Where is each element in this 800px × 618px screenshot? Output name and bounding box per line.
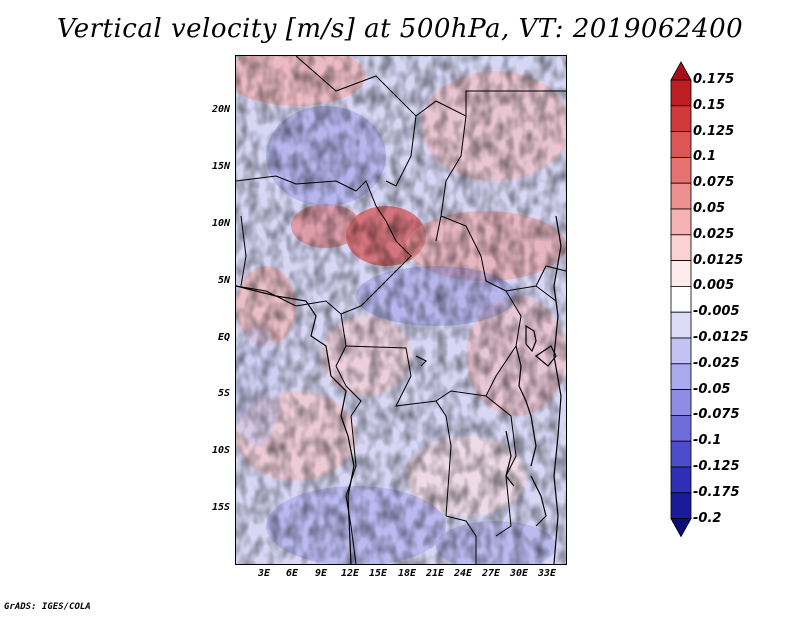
colorbar-segment — [670, 363, 692, 390]
lon-label: 30E — [509, 568, 529, 579]
colorbar-segment — [670, 234, 692, 262]
lat-label: 5S — [217, 388, 230, 399]
colorbar-tick-label: -0.125 — [693, 459, 740, 474]
colorbar-tick-label: 0.175 — [693, 72, 735, 87]
lon-label: 12E — [340, 568, 360, 579]
lon-label: 18E — [397, 568, 417, 579]
coastline — [236, 285, 355, 564]
coastline-east — [553, 215, 562, 564]
lat-label: 5N — [217, 275, 230, 286]
colorbar-top-arrow — [670, 61, 692, 81]
colorbar-segment — [670, 157, 692, 184]
colorbar-tick-label: 0.05 — [693, 201, 726, 216]
colorbar-tick-label: 0.1 — [693, 149, 717, 165]
colorbar-tick-label: -0.2 — [693, 510, 722, 526]
colorbar-tick-label: -0.025 — [693, 355, 740, 371]
colorbar-segment — [670, 105, 692, 132]
lat-label: 10N — [211, 218, 230, 229]
colorbar-segment — [670, 466, 692, 494]
colorbar-tick-label: 0.125 — [693, 123, 735, 139]
lon-label: 24E — [453, 568, 473, 579]
colorbar-tick-label: 0.005 — [693, 278, 735, 294]
colorbar-segment — [670, 182, 692, 210]
lon-label: 33E — [537, 568, 557, 579]
colorbar-tick-label: 0.025 — [693, 226, 735, 242]
colorbar-tick-label: -0.005 — [693, 304, 740, 320]
lat-label: 20N — [211, 104, 230, 115]
lon-label: 15E — [368, 568, 388, 579]
colorbar-tick-label: -0.0125 — [693, 330, 749, 345]
colorbar-segment — [670, 414, 692, 442]
colorbar-segment — [670, 285, 692, 313]
colorbar-tick-label: -0.05 — [693, 381, 731, 397]
lon-label: 9E — [314, 568, 328, 579]
lon-label: 3E — [257, 568, 271, 579]
lakes — [415, 324, 557, 527]
colorbar-segment — [670, 131, 692, 158]
colorbar-tick-label: -0.175 — [693, 484, 740, 500]
colorbar-tick-label: -0.1 — [693, 433, 722, 449]
colorbar-segment — [670, 389, 692, 416]
colorbar-segment — [670, 492, 692, 519]
lon-label: 27E — [481, 568, 501, 579]
colorbar-segment — [670, 440, 692, 468]
lon-label: 21E — [425, 568, 445, 579]
colorbar — [670, 61, 692, 538]
colorbar-segment — [670, 79, 692, 107]
colorbar-segment — [670, 337, 692, 365]
lat-label: EQ — [217, 332, 230, 343]
map-panel — [235, 55, 567, 565]
country-borders — [236, 56, 566, 564]
vertical-velocity-field — [236, 56, 566, 564]
lon-label: 6E — [285, 568, 299, 579]
colorbar-tick-label: 0.075 — [693, 175, 735, 191]
lat-label: 15S — [211, 502, 230, 513]
colorbar-tick-label: 0.0125 — [693, 252, 744, 268]
colorbar-tick-label: -0.075 — [693, 407, 740, 423]
colorbar-bottom-arrow — [670, 518, 692, 538]
footer-credit: GrADS: IGES/COLA — [4, 602, 91, 612]
colorbar-tick-label: 0.15 — [693, 97, 726, 113]
colorbar-segment — [670, 260, 692, 287]
noise-texture — [236, 56, 566, 564]
colorbar-segment — [670, 311, 692, 339]
chart-title: Vertical velocity [m/s] at 500hPa, VT: 2… — [56, 14, 744, 44]
lat-label: 10S — [211, 445, 230, 456]
lat-label: 15N — [211, 161, 230, 172]
colorbar-segment — [670, 208, 692, 236]
